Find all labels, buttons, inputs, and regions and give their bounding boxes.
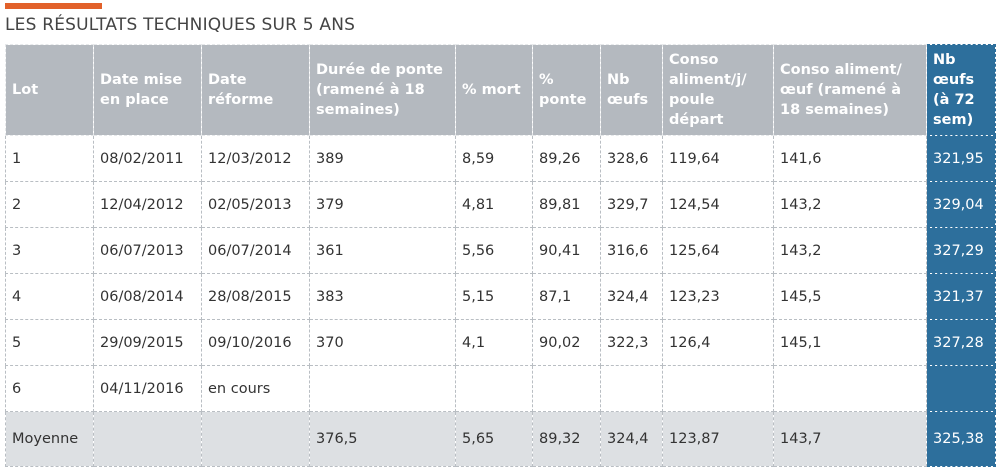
table-cell: 8,59 <box>455 135 533 182</box>
footer-cell <box>201 411 310 467</box>
table-cell: 370 <box>309 319 456 366</box>
column-header: Durée de ponte (ramené à 18 semaines) <box>309 44 456 136</box>
table-cell: 321,95 <box>926 135 996 182</box>
table-cell: 383 <box>309 273 456 320</box>
header-row: Lot Date mise en place Date réforme Durée d… <box>5 44 996 136</box>
table-cell: 89,26 <box>532 135 601 182</box>
table-row: 5 29/09/2015 09/10/2016 370 4,1 90,02 322,3 126… <box>5 319 996 366</box>
table-cell <box>600 365 663 412</box>
table-cell: 28/08/2015 <box>201 273 310 320</box>
table-row: 6 04/11/2016 en cours <box>5 365 996 412</box>
table-cell: 02/05/2013 <box>201 181 310 228</box>
footer-row: Moyenne 376,5 5,65 89,32 324,4 123,87 143,7 325… <box>5 411 996 467</box>
table-cell: 09/10/2016 <box>201 319 310 366</box>
table-cell <box>662 365 774 412</box>
table-cell <box>532 365 601 412</box>
table-row: 1 08/02/2011 12/03/2012 389 8,59 89,26 328,6 11… <box>5 135 996 182</box>
results-table: Lot Date mise en place Date réforme Durée d… <box>5 44 996 467</box>
table-cell: 06/08/2014 <box>93 273 202 320</box>
table-cell: 87,1 <box>532 273 601 320</box>
table-cell: 4,1 <box>455 319 533 366</box>
footer-cell: 5,65 <box>455 411 533 467</box>
column-header: % mort <box>455 44 533 136</box>
table-cell: 316,6 <box>600 227 663 274</box>
table-cell: 5 <box>5 319 94 366</box>
table-cell: 327,28 <box>926 319 996 366</box>
table-cell: 324,4 <box>600 273 663 320</box>
table-cell: 12/03/2012 <box>201 135 310 182</box>
accent-bar <box>5 3 102 9</box>
title: LES RÉSULTATS TECHNIQUES SUR 5 ANS <box>5 15 356 35</box>
table-cell: 29/09/2015 <box>93 319 202 366</box>
table-cell: 329,7 <box>600 181 663 228</box>
table-row: 2 12/04/2012 02/05/2013 379 4,81 89,81 329,7 12… <box>5 181 996 228</box>
column-header: % ponte <box>532 44 601 136</box>
table-cell: 126,4 <box>662 319 774 366</box>
column-header: Nb œufs (à 72 sem) <box>926 44 996 136</box>
table-cell <box>926 365 996 412</box>
table-cell: 2 <box>5 181 94 228</box>
table-cell: 123,23 <box>662 273 774 320</box>
table-cell: 327,29 <box>926 227 996 274</box>
table-cell: 4 <box>5 273 94 320</box>
table-cell: 1 <box>5 135 94 182</box>
table-cell: 361 <box>309 227 456 274</box>
table-cell: 329,04 <box>926 181 996 228</box>
table-cell: 322,3 <box>600 319 663 366</box>
table-cell: 119,64 <box>662 135 774 182</box>
table-cell: 89,81 <box>532 181 601 228</box>
column-header: Conso aliment/j/ poule départ <box>662 44 774 136</box>
table-cell: 328,6 <box>600 135 663 182</box>
table-cell: 3 <box>5 227 94 274</box>
column-header: Lot <box>5 44 94 136</box>
footer-cell: 123,87 <box>662 411 774 467</box>
table-cell: 379 <box>309 181 456 228</box>
table-cell: 5,56 <box>455 227 533 274</box>
table-cell: 141,6 <box>773 135 927 182</box>
column-header: Date réforme <box>201 44 310 136</box>
table-cell: 90,02 <box>532 319 601 366</box>
table-cell: 321,37 <box>926 273 996 320</box>
table-cell: 5,15 <box>455 273 533 320</box>
table-cell: 08/02/2011 <box>93 135 202 182</box>
table-cell <box>455 365 533 412</box>
footer-cell: 89,32 <box>532 411 601 467</box>
footer-cell: 376,5 <box>309 411 456 467</box>
table-cell: 06/07/2013 <box>93 227 202 274</box>
table-cell: 12/04/2012 <box>93 181 202 228</box>
footer-cell <box>93 411 202 467</box>
column-header: Date mise en place <box>93 44 202 136</box>
table-cell: 6 <box>5 365 94 412</box>
table-cell <box>773 365 927 412</box>
table-cell: 124,54 <box>662 181 774 228</box>
table-cell: 145,5 <box>773 273 927 320</box>
table-cell: 143,2 <box>773 227 927 274</box>
footer-cell: 143,7 <box>773 411 927 467</box>
footer-cell: Moyenne <box>5 411 94 467</box>
table-cell: 04/11/2016 <box>93 365 202 412</box>
table-cell: 06/07/2014 <box>201 227 310 274</box>
footer-cell: 324,4 <box>600 411 663 467</box>
table-cell: 145,1 <box>773 319 927 366</box>
table-cell: 389 <box>309 135 456 182</box>
column-header: Conso aliment/œuf (ramené à 18 semaines) <box>773 44 927 136</box>
table-cell <box>309 365 456 412</box>
table-cell: 143,2 <box>773 181 927 228</box>
table-cell: 125,64 <box>662 227 774 274</box>
table-row: 3 06/07/2013 06/07/2014 361 5,56 90,41 316,6 12… <box>5 227 996 274</box>
footer-cell: 325,38 <box>926 411 996 467</box>
table-cell: 90,41 <box>532 227 601 274</box>
column-header: Nb œufs <box>600 44 663 136</box>
table-cell: en cours <box>201 365 310 412</box>
table-cell: 4,81 <box>455 181 533 228</box>
table-row: 4 06/08/2014 28/08/2015 383 5,15 87,1 324,4 123… <box>5 273 996 320</box>
